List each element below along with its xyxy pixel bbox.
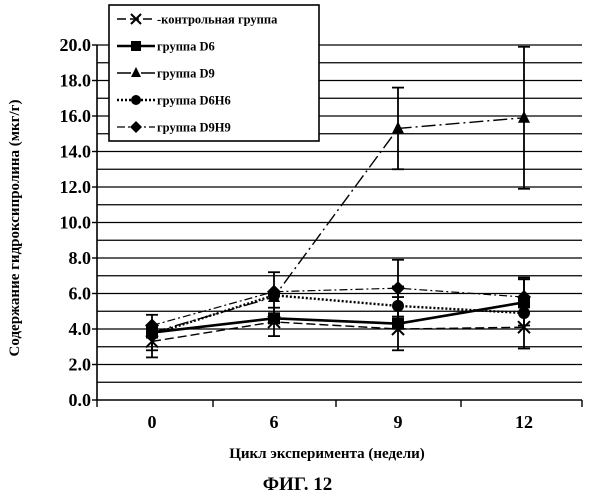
y-tick-label: 2.0 — [69, 355, 92, 375]
y-tick-label: 14.0 — [60, 142, 92, 162]
legend-label: группа D9H9 — [157, 121, 231, 135]
series-4 — [146, 278, 530, 349]
x-tick-label: 6 — [270, 412, 279, 432]
y-tick-label: 18.0 — [60, 71, 92, 91]
legend-marker — [131, 95, 141, 105]
y-tick-label: 8.0 — [69, 248, 92, 268]
y-tick-labels: 0.0 2.0 4.0 6.0 8.0 10.0 12.0 14.0 16.0 18.0 20.0 — [60, 35, 92, 410]
legend: -контрольная группа группа D6 группа D9 гру… — [109, 5, 319, 141]
series-1 — [146, 308, 530, 358]
y-tick-label: 0.0 — [69, 390, 92, 410]
y-tick-label: 20.0 — [60, 35, 92, 55]
legend-marker — [131, 41, 141, 51]
x-axis-title: Цикл эксперимента (недели) — [229, 446, 425, 462]
x-tick-label: 0 — [148, 412, 157, 432]
y-tick-label: 16.0 — [60, 106, 92, 126]
figure-caption: ФИГ. 12 — [0, 474, 595, 496]
data-point — [518, 111, 530, 123]
x-tick-labels: 0 6 9 12 — [148, 412, 534, 432]
legend-label: группа D6 — [157, 40, 215, 54]
x-tick-label: 9 — [394, 412, 403, 432]
legend-label: группа D9 — [157, 67, 215, 81]
x-tick-label: 12 — [515, 412, 533, 432]
y-tick-label: 10.0 — [60, 213, 92, 233]
y-tick-label: 6.0 — [69, 284, 92, 304]
series-2 — [146, 279, 530, 350]
legend-label: группа D6H6 — [157, 94, 231, 108]
y-tick-label: 4.0 — [69, 319, 92, 339]
data-point — [518, 307, 530, 319]
legend-label: -контрольная группа — [157, 13, 278, 27]
y-tick-label: 12.0 — [60, 177, 92, 197]
y-axis-title: Содержание гидроксипролина (мкг/г) — [7, 100, 23, 357]
